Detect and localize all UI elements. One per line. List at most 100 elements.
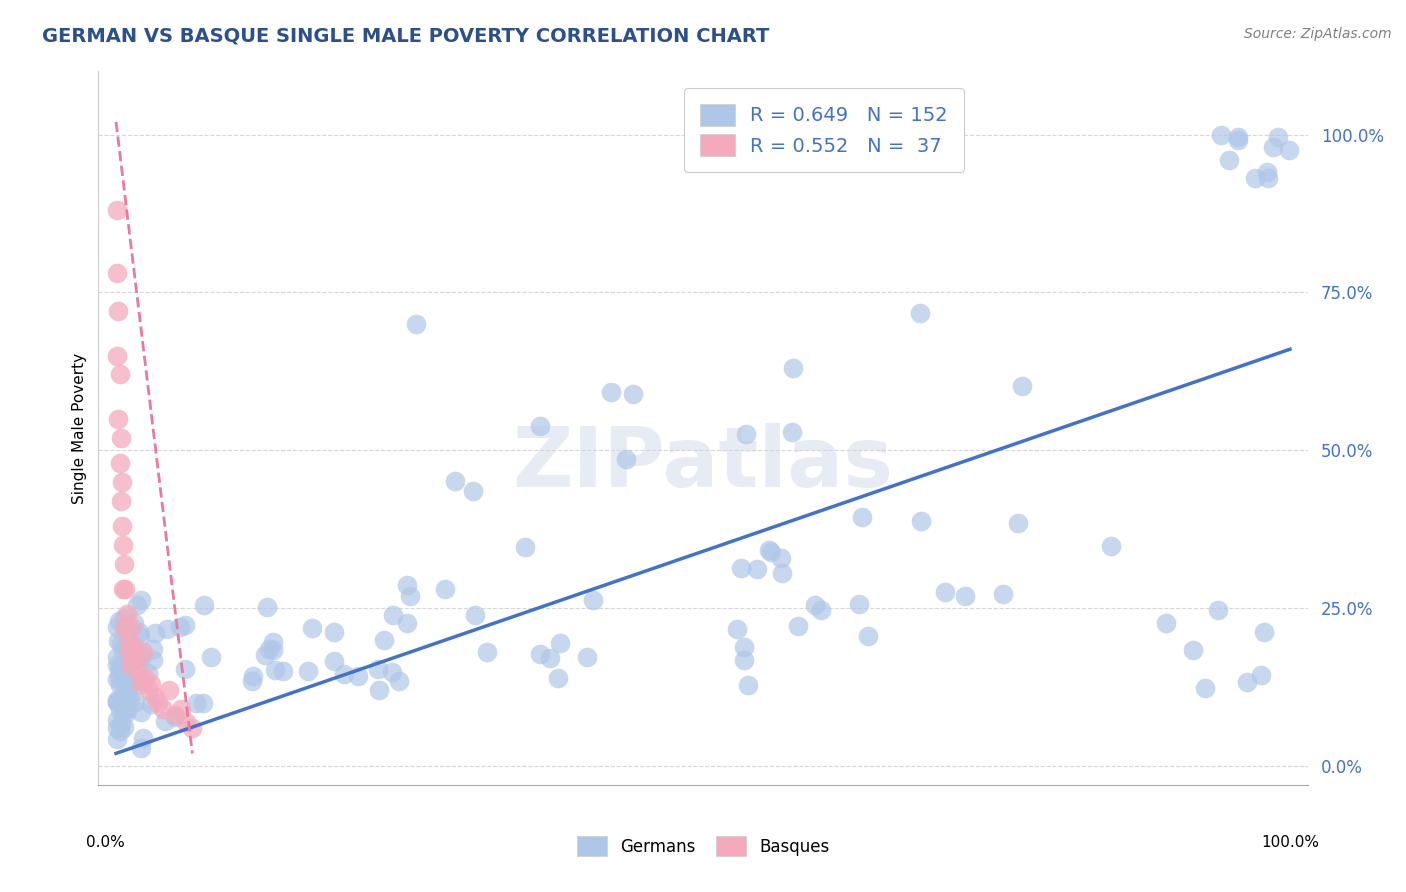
Point xyxy=(117,670,139,684)
Point xyxy=(761,545,783,559)
Point xyxy=(600,385,623,400)
Text: 0.0%: 0.0% xyxy=(86,835,125,850)
Point xyxy=(176,714,198,729)
Point xyxy=(153,714,176,728)
Point xyxy=(141,677,163,691)
Point xyxy=(108,678,131,692)
Point xyxy=(373,633,395,648)
Point xyxy=(114,681,136,695)
Point xyxy=(108,723,131,738)
Point xyxy=(145,626,167,640)
Point xyxy=(142,653,165,667)
Point xyxy=(381,665,404,680)
Point xyxy=(112,582,135,597)
Point xyxy=(477,645,499,659)
Point xyxy=(114,703,136,717)
Point xyxy=(780,425,803,439)
Point xyxy=(1218,153,1240,168)
Point xyxy=(115,620,138,634)
Point xyxy=(163,708,186,723)
Point xyxy=(112,620,135,634)
Point xyxy=(117,702,139,716)
Point xyxy=(128,673,150,688)
Point xyxy=(614,452,637,467)
Point xyxy=(107,658,129,673)
Point xyxy=(108,696,131,710)
Point xyxy=(115,607,138,622)
Point xyxy=(848,598,870,612)
Point xyxy=(1011,379,1033,393)
Text: ZIPatlas: ZIPatlas xyxy=(513,424,893,504)
Point xyxy=(107,411,129,425)
Point xyxy=(129,593,152,607)
Point xyxy=(115,687,138,701)
Point xyxy=(107,634,129,648)
Point xyxy=(169,620,191,634)
Point xyxy=(1253,625,1275,640)
Point xyxy=(112,538,135,552)
Point xyxy=(200,649,222,664)
Point xyxy=(128,625,150,640)
Point xyxy=(191,696,214,710)
Point xyxy=(110,716,132,731)
Point xyxy=(367,663,389,677)
Point xyxy=(810,602,832,616)
Point xyxy=(114,640,136,655)
Point xyxy=(107,721,129,735)
Point xyxy=(134,671,156,685)
Point xyxy=(131,741,153,756)
Point xyxy=(387,673,409,688)
Point xyxy=(323,654,346,668)
Point xyxy=(120,620,142,634)
Point xyxy=(1256,164,1278,178)
Point xyxy=(112,643,135,657)
Point xyxy=(132,731,155,745)
Point xyxy=(547,671,569,685)
Point xyxy=(111,519,134,533)
Point xyxy=(240,673,263,688)
Point xyxy=(1236,674,1258,689)
Point xyxy=(758,542,780,557)
Point xyxy=(108,368,131,382)
Point xyxy=(735,427,758,442)
Point xyxy=(110,493,132,508)
Point xyxy=(112,720,135,734)
Point xyxy=(395,616,418,631)
Point xyxy=(1261,140,1284,154)
Point xyxy=(121,675,143,690)
Point xyxy=(856,629,879,643)
Point xyxy=(1194,681,1216,696)
Point xyxy=(136,666,159,681)
Point xyxy=(139,697,162,711)
Point xyxy=(184,696,207,710)
Point xyxy=(169,702,191,716)
Point xyxy=(1181,642,1204,657)
Point xyxy=(1267,130,1289,145)
Point xyxy=(105,673,128,687)
Point xyxy=(112,611,135,625)
Point xyxy=(129,705,152,719)
Point xyxy=(851,510,873,524)
Point xyxy=(910,514,932,528)
Point xyxy=(122,639,145,653)
Point xyxy=(333,666,356,681)
Point xyxy=(152,702,174,716)
Point xyxy=(257,642,280,657)
Point xyxy=(737,678,759,692)
Point xyxy=(347,669,370,683)
Point xyxy=(582,593,605,607)
Legend: Germans, Basques: Germans, Basques xyxy=(571,830,835,863)
Point xyxy=(157,683,180,698)
Point xyxy=(953,589,976,603)
Point xyxy=(108,456,131,470)
Point xyxy=(173,662,195,676)
Point xyxy=(934,584,956,599)
Point xyxy=(108,670,131,684)
Point xyxy=(120,690,142,705)
Point xyxy=(1154,615,1177,630)
Point xyxy=(444,475,467,489)
Y-axis label: Single Male Poverty: Single Male Poverty xyxy=(72,352,87,504)
Point xyxy=(124,695,146,709)
Point xyxy=(368,682,391,697)
Point xyxy=(115,650,138,665)
